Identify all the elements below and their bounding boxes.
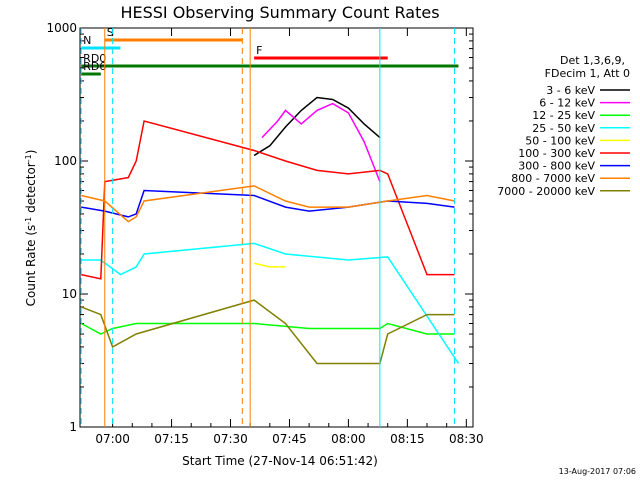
legend-label: 6 - 12 keV <box>539 97 595 110</box>
y-tick-label: 10 <box>62 287 77 301</box>
x-tick-label: 07:30 <box>213 432 248 446</box>
legend-label: 300 - 800 keV <box>518 160 595 173</box>
x-tick-label: 08:15 <box>390 432 425 446</box>
legend-label: 7000 - 20000 keV <box>497 185 595 198</box>
x-tick-label: 07:45 <box>272 432 307 446</box>
x-tick-label: 08:00 <box>331 432 366 446</box>
x-tick-label: 07:00 <box>95 432 130 446</box>
x-tick-label: 08:30 <box>449 432 484 446</box>
legend: Det 1,3,6,9, FDecim 1, Att 0 3 - 6 keV6 … <box>497 54 630 198</box>
footer-date: 13-Aug-2017 07:06 <box>559 467 636 476</box>
legend-header-line-2: FDecim 1, Att 0 <box>545 67 630 80</box>
legend-label: 800 - 7000 keV <box>511 172 595 185</box>
series-line <box>81 120 455 280</box>
series-line <box>261 102 381 182</box>
legend-label: 50 - 100 keV <box>525 134 595 147</box>
flag-label-rd6: RD6 <box>83 60 106 73</box>
legend-label: 12 - 25 keV <box>532 109 595 122</box>
legend-header-line-1: Det 1,3,6,9, <box>560 54 625 67</box>
series-line <box>80 299 455 365</box>
y-tick-label: 100 <box>54 154 77 168</box>
series-line <box>81 189 455 218</box>
flag-label-rd0: RD0 <box>83 52 106 65</box>
plot-frame <box>79 27 474 428</box>
series-line <box>81 242 460 364</box>
chart-title: HESSI Observing Summary Count Rates <box>120 3 439 22</box>
legend-label: 25 - 50 keV <box>532 122 595 135</box>
legend-label: 100 - 300 keV <box>518 147 595 160</box>
flag-label-f: F <box>256 44 262 57</box>
legend-label: 3 - 6 keV <box>546 84 595 97</box>
y-tick-label: 1 <box>69 420 77 434</box>
flag-label-n: N <box>83 34 91 47</box>
y-axis-label: Count Rate (s-1 detector-1) <box>24 150 39 307</box>
flag-label-s: S <box>107 26 114 39</box>
series-line <box>253 96 381 157</box>
series-line <box>253 262 286 268</box>
x-axis-label: Start Time (27-Nov-14 06:51:42) <box>182 454 378 468</box>
x-tick-label: 07:15 <box>154 432 189 446</box>
y-tick-label: 1000 <box>46 21 77 35</box>
series-line <box>81 185 455 223</box>
